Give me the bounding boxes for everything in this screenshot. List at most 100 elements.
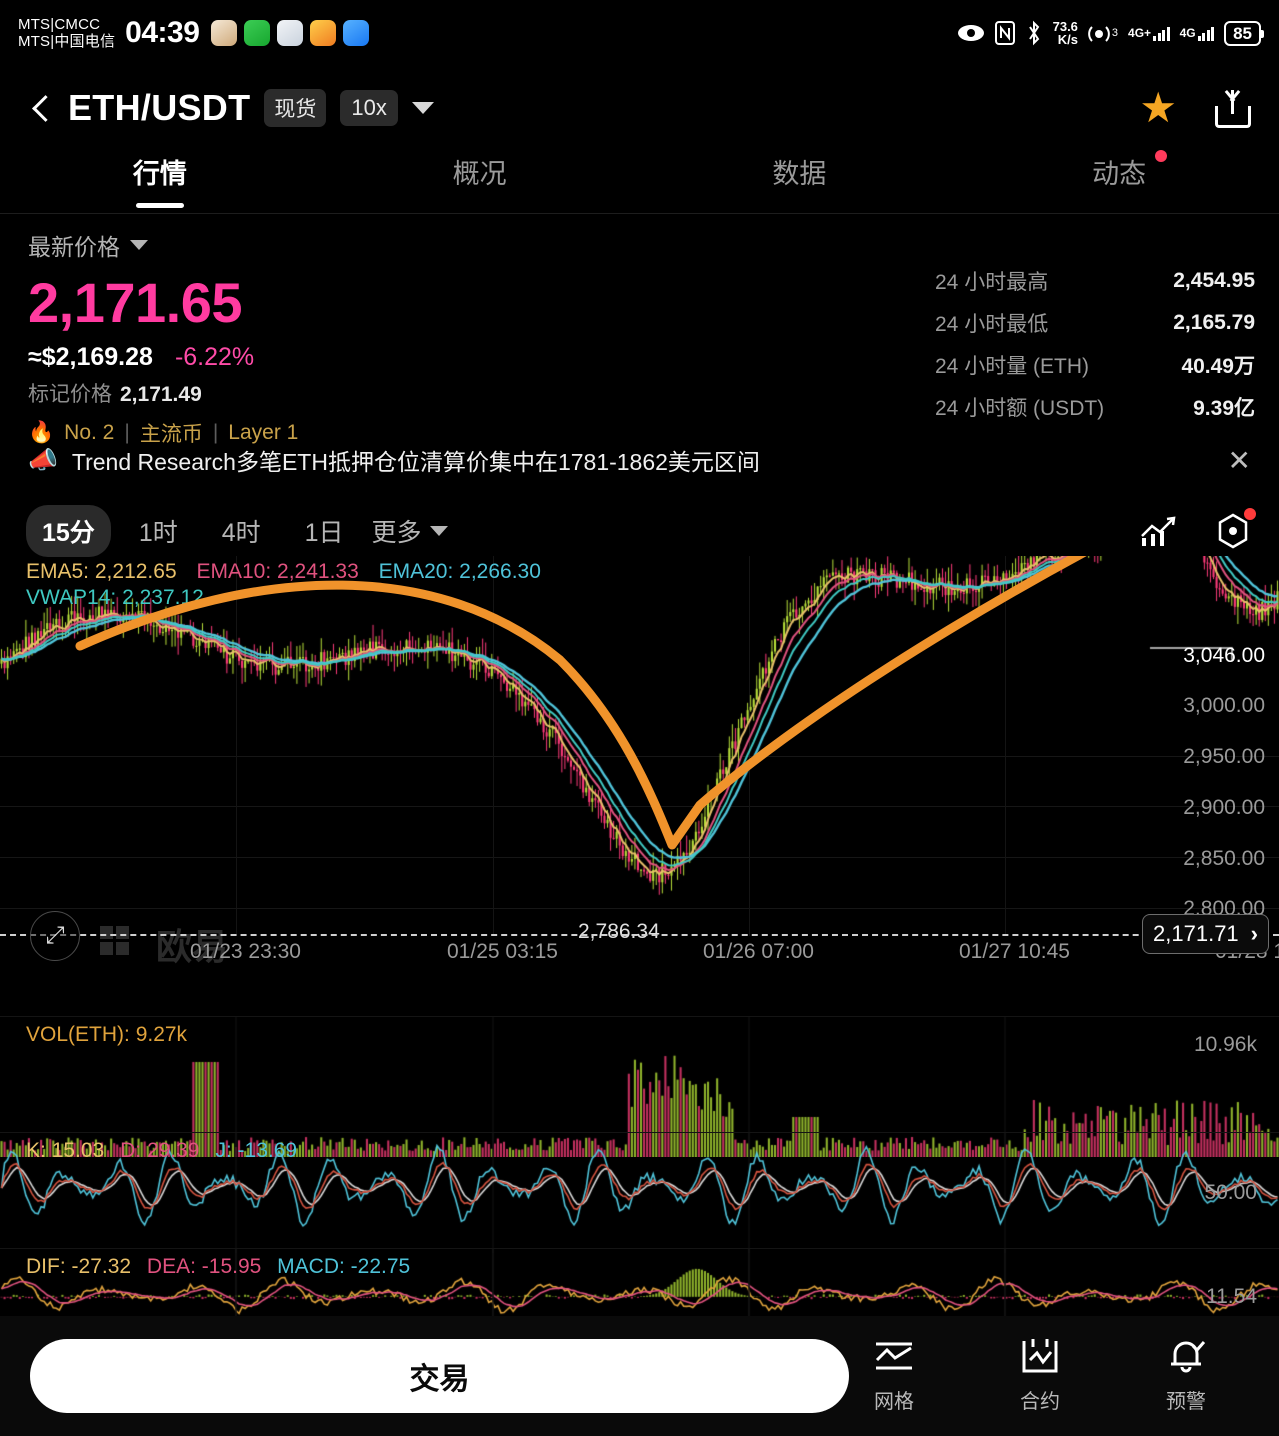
last-price: 2,171.65	[28, 271, 242, 334]
sim1-signal: 4G+	[1128, 25, 1170, 41]
stat-value: 9.39亿	[1193, 397, 1255, 420]
tab-data[interactable]: 数据	[640, 148, 960, 213]
volume-label: VOL(ETH):	[26, 1023, 130, 1046]
bottom-bar: 交易 网格	[0, 1316, 1279, 1436]
sim2-network-label: 4G	[1179, 26, 1196, 40]
mail-icon	[310, 20, 337, 46]
price-chart[interactable]: EMA5: 2,212.65 EMA10: 2,241.33 EMA20: 2,…	[0, 556, 1279, 980]
page-title: ETH/USDT	[68, 87, 251, 128]
chevron-down-icon[interactable]	[411, 102, 434, 114]
volume-value: 9.27k	[135, 1023, 188, 1046]
status-bar: MTS|CMCC MTS|中国电信 04:39 73.6 K/s	[0, 0, 1279, 66]
tab-news[interactable]: 动态	[959, 148, 1279, 213]
interval-more[interactable]: 更多	[372, 513, 448, 549]
interval-15m[interactable]: 15分	[26, 505, 111, 557]
j-value: -13.69	[237, 1139, 298, 1162]
mark-price-row: 标记价格 2,171.49	[28, 378, 298, 408]
tag-separator-2: |	[212, 421, 219, 444]
alert-bell-icon	[1165, 1338, 1207, 1378]
j-label: J:	[215, 1139, 232, 1162]
interval-4h[interactable]: 4时	[221, 519, 261, 547]
price-label-row[interactable]: 最新价格	[28, 228, 298, 262]
stat-key: 24 小时最高	[935, 271, 1049, 294]
y-tick: 2,950.00	[1183, 745, 1265, 768]
x-tick: 01/25 03:15	[447, 940, 558, 963]
price-axis: 3,046.00 3,000.00 2,950.00 2,900.00 2,85…	[1135, 556, 1265, 936]
nav-contract-label: 合约	[1020, 1391, 1060, 1413]
trade-button[interactable]: 交易	[30, 1339, 849, 1413]
chart-indicator-icon[interactable]	[1139, 514, 1179, 548]
volume-legend: VOL(ETH): 9.27k	[26, 1023, 187, 1047]
nfc-icon	[994, 21, 1015, 45]
sim2-bars-icon	[1197, 25, 1215, 41]
network-speed-value: 73.6	[1052, 19, 1078, 34]
qq-browser-icon	[277, 20, 304, 46]
macd-right-tick: 11.54	[1206, 1285, 1257, 1308]
status-indicators: 73.6 K/s 3 4G+ 4G 85	[957, 19, 1264, 46]
current-price-tag[interactable]: 2,171.71 ›	[1142, 914, 1269, 954]
notes-icon	[211, 20, 238, 46]
coin-rank: No. 2	[64, 421, 115, 444]
price-left: 最新价格 2,171.65 ≈$2,169.28 -6.22% 标记价格 2,17…	[28, 228, 298, 448]
interval-1h[interactable]: 1时	[138, 519, 178, 547]
nav-contract[interactable]: 合约	[995, 1338, 1085, 1414]
expand-icon[interactable]: ⤢	[30, 911, 80, 961]
vwap-legend: VWAP14: 2,237.12	[26, 586, 204, 610]
dif-value: -27.32	[71, 1255, 132, 1278]
chevron-right-icon: ›	[1250, 921, 1258, 946]
coin-tags: 🔥 No. 2 | 主流币 | Layer 1	[28, 418, 298, 448]
nav-grid[interactable]: 网格	[849, 1338, 939, 1414]
vwap14-value: 2,237.12	[122, 586, 204, 609]
nav-alert-label: 预警	[1166, 1391, 1206, 1413]
vwap14-label: VWAP14:	[26, 586, 117, 609]
page-header: ETH/USDT 现货 10x ★	[0, 72, 1279, 144]
main-tabs: 行情 概况 数据 动态	[0, 148, 1279, 214]
stat-row: 24 小时量 (ETH) 40.49万	[935, 350, 1255, 380]
nav-alert[interactable]: 预警	[1141, 1338, 1231, 1414]
nav-grid-label: 网格	[874, 1391, 914, 1413]
share-icon[interactable]	[1215, 88, 1251, 128]
stats-panel: 24 小时最高 2,454.95 24 小时最低 2,165.79 24 小时量…	[935, 266, 1255, 434]
tab-quotes-label: 行情	[132, 159, 187, 189]
low-price-annotation: 2,786.34	[578, 920, 660, 943]
volume-max-tick: 10.96k	[1193, 1033, 1257, 1056]
tab-quotes[interactable]: 行情	[0, 148, 320, 213]
stat-value: 2,454.95	[1173, 269, 1255, 292]
kdj-panel[interactable]: K: 15.03 D: 29.39 J: -13.69 50.00	[0, 1132, 1279, 1253]
status-clock: 04:39	[125, 16, 200, 49]
current-price-value: 2,171.71	[1153, 921, 1239, 946]
chevron-down-icon[interactable]	[130, 240, 148, 250]
leverage-chip[interactable]: 10x	[340, 90, 398, 126]
sim2-signal: 4G	[1180, 25, 1215, 41]
stat-row: 24 小时最低 2,165.79	[935, 308, 1255, 338]
price-change-percent: -6.22%	[174, 343, 255, 371]
news-badge-dot	[1155, 150, 1168, 162]
k-label: K:	[26, 1139, 46, 1162]
hexagon-settings-icon[interactable]	[1213, 508, 1256, 551]
dif-label: DIF:	[26, 1255, 66, 1278]
notice-text: Trend Research多笔ETH抵押仓位清算价集中在1781-1862美元…	[71, 449, 760, 475]
bottom-nav: 网格 合约	[849, 1338, 1249, 1414]
price-sub-row: ≈$2,169.28 -6.22%	[28, 343, 298, 372]
tab-news-label: 动态	[1092, 159, 1147, 189]
back-button[interactable]	[28, 95, 54, 121]
y-tick: 2,850.00	[1183, 847, 1265, 870]
close-icon[interactable]: ✕	[1227, 444, 1251, 476]
ema10-label: EMA10:	[196, 560, 272, 583]
coin-tag-mainstream[interactable]: 主流币	[139, 423, 203, 446]
coin-tag-layer1[interactable]: Layer 1	[228, 421, 299, 444]
interval-1d[interactable]: 1日	[304, 519, 344, 547]
market-type-chip[interactable]: 现货	[264, 89, 327, 127]
price-section: 最新价格 2,171.65 ≈$2,169.28 -6.22% 标记价格 2,17…	[0, 228, 1279, 446]
wechat-icon	[244, 20, 271, 46]
stat-value: 2,165.79	[1173, 311, 1255, 334]
tab-overview[interactable]: 概况	[320, 148, 640, 213]
dea-value: -15.95	[201, 1255, 262, 1278]
megaphone-icon: 📣	[28, 446, 58, 474]
star-icon[interactable]: ★	[1139, 84, 1177, 131]
stat-row: 24 小时额 (USDT) 9.39亿	[935, 392, 1255, 422]
interval-bar: 15分 1时 4时 1日 更多	[0, 500, 1279, 562]
notice-banner[interactable]: 📣 Trend Research多笔ETH抵押仓位清算价集中在1781-1862…	[0, 434, 1279, 486]
tag-separator-1: |	[124, 421, 130, 444]
